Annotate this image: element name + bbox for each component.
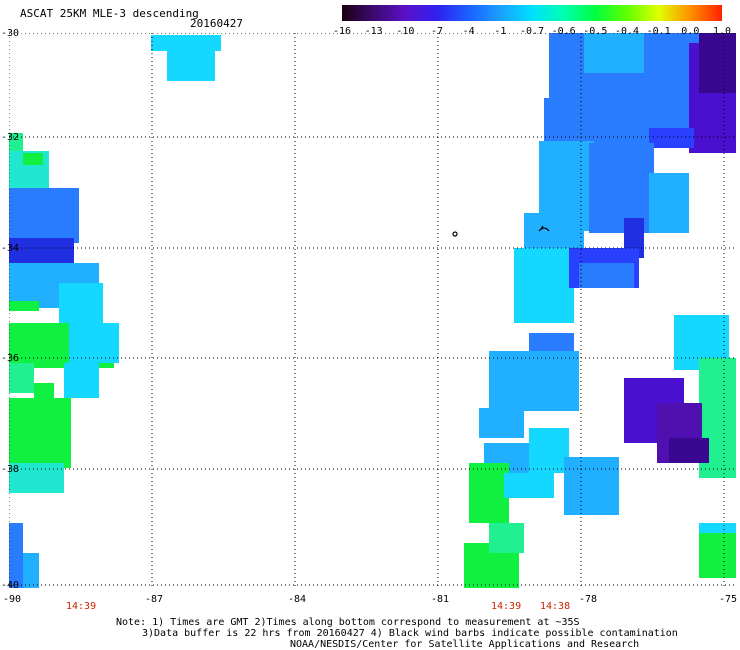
swath-cell (669, 438, 709, 463)
swath-cell (9, 363, 34, 393)
color-scale-tick-label: -7 (430, 26, 444, 37)
swath-cell (64, 363, 99, 398)
swath-cell (23, 553, 39, 588)
color-scale-tick-label: -0.4 (614, 26, 640, 37)
swath-cell (479, 408, 524, 438)
swath-cell (649, 128, 694, 148)
color-scale-tick-label: -10 (396, 26, 415, 37)
swath-cell (699, 523, 736, 533)
swath-cell (584, 33, 644, 73)
swath-cell (9, 133, 23, 153)
note-line: Note: 1) Times are GMT 2)Times along bot… (116, 617, 580, 628)
swath-cell (699, 533, 736, 578)
wind-barb-mark (538, 225, 550, 232)
swath-cell (69, 323, 119, 363)
swath-cell (649, 173, 689, 233)
swath-cell (167, 51, 215, 81)
color-scale-tick-label: -1 (494, 26, 507, 37)
swath-cell (9, 188, 79, 243)
swath-cell (524, 213, 584, 253)
product-title: ASCAT 25KM MLE-3 descending (20, 7, 199, 20)
lat-label: -40 (1, 580, 20, 591)
swath-cell (23, 153, 43, 165)
swath-cell (9, 523, 23, 588)
swath-cell (9, 463, 64, 493)
lat-label: -32 (1, 132, 20, 143)
swath-cell (151, 35, 221, 51)
color-scale-tick-label: -0.1 (646, 26, 671, 37)
island-mark (452, 231, 458, 237)
lon-label: -81 (430, 594, 450, 605)
swath-cell (514, 248, 574, 323)
swath-cell (59, 283, 103, 323)
color-scale-bar (342, 5, 722, 21)
swath-cell (9, 398, 71, 468)
note-line: NOAA/NESDIS/Center for Satellite Applica… (290, 639, 640, 650)
graticule (9, 33, 736, 589)
lat-label: -38 (1, 464, 20, 475)
lon-label: -78 (578, 594, 598, 605)
color-scale-tick-label: -0.7 (519, 26, 545, 37)
color-scale-tick-label: -16 (332, 26, 352, 37)
contamination-marks (452, 225, 550, 237)
note-line: 3)Data buffer is 22 hrs from 20160427 4)… (142, 628, 678, 639)
swath-cell (699, 33, 736, 93)
swath-cell (504, 473, 554, 498)
swath-cell (469, 463, 509, 523)
pass-time: 14:39 (491, 601, 522, 612)
pass-time: 14:39 (66, 601, 97, 612)
swath-cell (489, 351, 579, 411)
pass-time: 14:38 (540, 601, 571, 612)
lon-label: -87 (144, 594, 164, 605)
color-scale-tick-label: -0.6 (551, 26, 576, 37)
lat-label: -34 (1, 243, 20, 254)
color-scale-tick-label: 0.0 (681, 26, 700, 37)
swath-cell (564, 457, 619, 515)
color-scale-tick-label: -4 (462, 26, 475, 37)
product-date: 20160427 (190, 17, 243, 30)
swath-map (9, 33, 736, 589)
swath-cell (489, 523, 524, 553)
swath-cell (9, 301, 39, 311)
lon-label: -84 (287, 594, 307, 605)
color-scale-tick-label: 1.0 (712, 26, 732, 37)
swath-cell (34, 383, 54, 398)
lat-label: -36 (1, 353, 20, 364)
swath-cell (589, 143, 654, 233)
wind-swaths (9, 33, 736, 588)
lat-label: -30 (1, 28, 20, 39)
lon-label: -75 (718, 594, 738, 605)
color-scale-tick-label: -13 (364, 26, 383, 37)
lon-label: -90 (2, 594, 22, 605)
color-scale-tick-label: -0.5 (583, 26, 608, 37)
swath-cell (579, 263, 634, 288)
swath-cell (529, 428, 569, 473)
